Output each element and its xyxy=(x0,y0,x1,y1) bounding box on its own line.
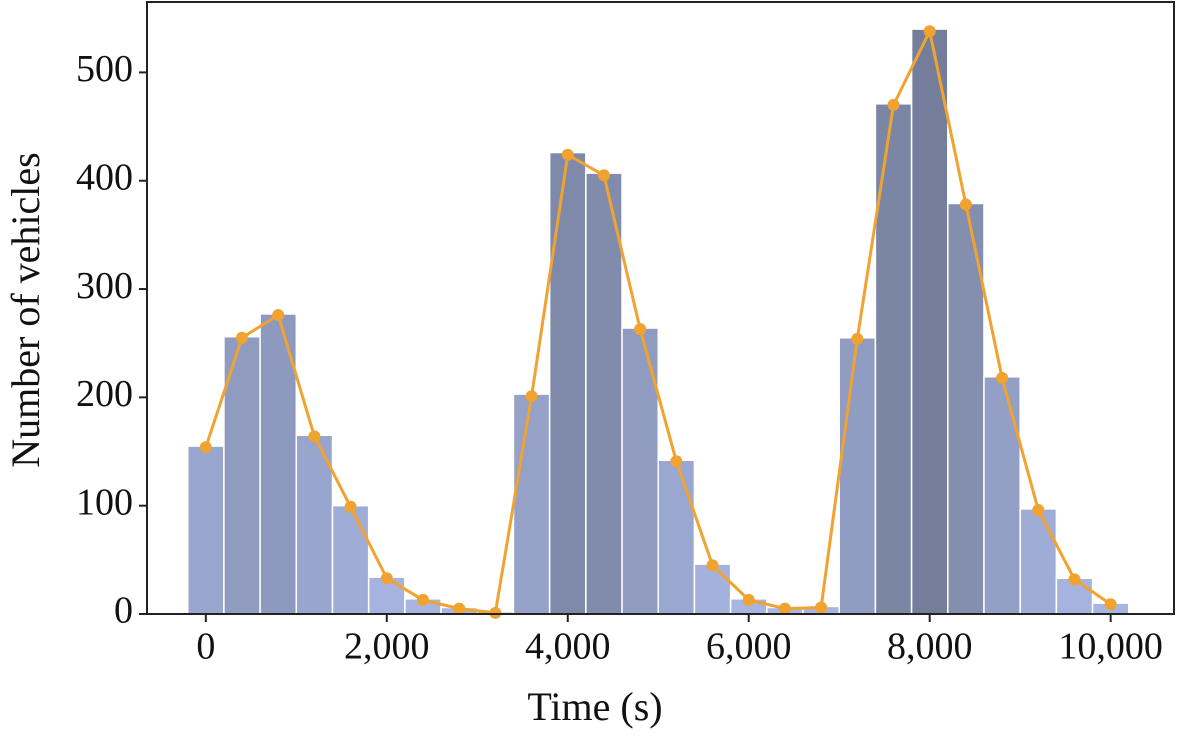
bar xyxy=(512,393,551,615)
bar xyxy=(983,376,1021,615)
line-point xyxy=(851,332,864,345)
line-point xyxy=(308,430,321,443)
line-point xyxy=(525,390,538,403)
x-tick-label: 0 xyxy=(196,626,215,668)
bar xyxy=(186,445,225,615)
bar xyxy=(223,335,261,615)
x-tick-label: 8,000 xyxy=(887,626,973,668)
x-tick-label: 4,000 xyxy=(525,626,611,668)
line-point xyxy=(561,148,574,161)
line-point xyxy=(199,441,212,454)
line-point xyxy=(597,169,610,182)
line-point xyxy=(453,602,466,615)
x-tick-label: 6,000 xyxy=(706,626,792,668)
line-point xyxy=(416,593,429,606)
line-point xyxy=(996,371,1009,384)
y-tick-label: 300 xyxy=(76,265,133,307)
line-point xyxy=(1068,573,1081,586)
bar xyxy=(910,28,949,615)
line-point xyxy=(887,98,900,111)
bar xyxy=(259,313,298,615)
line-point xyxy=(959,198,972,211)
line-point xyxy=(1032,504,1045,517)
line-point xyxy=(923,25,936,38)
line-point xyxy=(815,601,828,614)
y-tick-label: 400 xyxy=(76,156,133,198)
line-point xyxy=(670,455,683,468)
x-tick-label: 10,000 xyxy=(1058,626,1163,668)
x-tick-label: 2,000 xyxy=(344,626,430,668)
bar xyxy=(1019,508,1058,615)
y-tick-label: 500 xyxy=(76,48,133,90)
bar xyxy=(838,337,877,615)
bar xyxy=(548,151,587,615)
line-point xyxy=(489,606,502,619)
line-point xyxy=(236,331,249,344)
line-point xyxy=(778,602,791,615)
plot-frame xyxy=(146,1,1175,615)
line-point xyxy=(344,500,357,513)
line-point xyxy=(272,309,285,322)
bar xyxy=(331,504,370,615)
y-axis-label: Number of vehicles xyxy=(3,152,48,467)
y-tick-label: 200 xyxy=(76,373,133,415)
line-point xyxy=(380,572,393,585)
y-tick-label: 100 xyxy=(76,481,133,523)
x-axis-label: Time (s) xyxy=(527,684,662,729)
line-point xyxy=(1104,598,1117,611)
line-point xyxy=(634,323,647,336)
y-tick-label: 0 xyxy=(114,590,133,632)
bar xyxy=(947,202,985,615)
bar xyxy=(657,459,696,615)
bar xyxy=(367,576,406,615)
line-point xyxy=(742,593,755,606)
line xyxy=(204,26,1112,615)
bar xyxy=(585,172,623,615)
bar xyxy=(693,563,732,615)
line-point xyxy=(706,559,719,572)
